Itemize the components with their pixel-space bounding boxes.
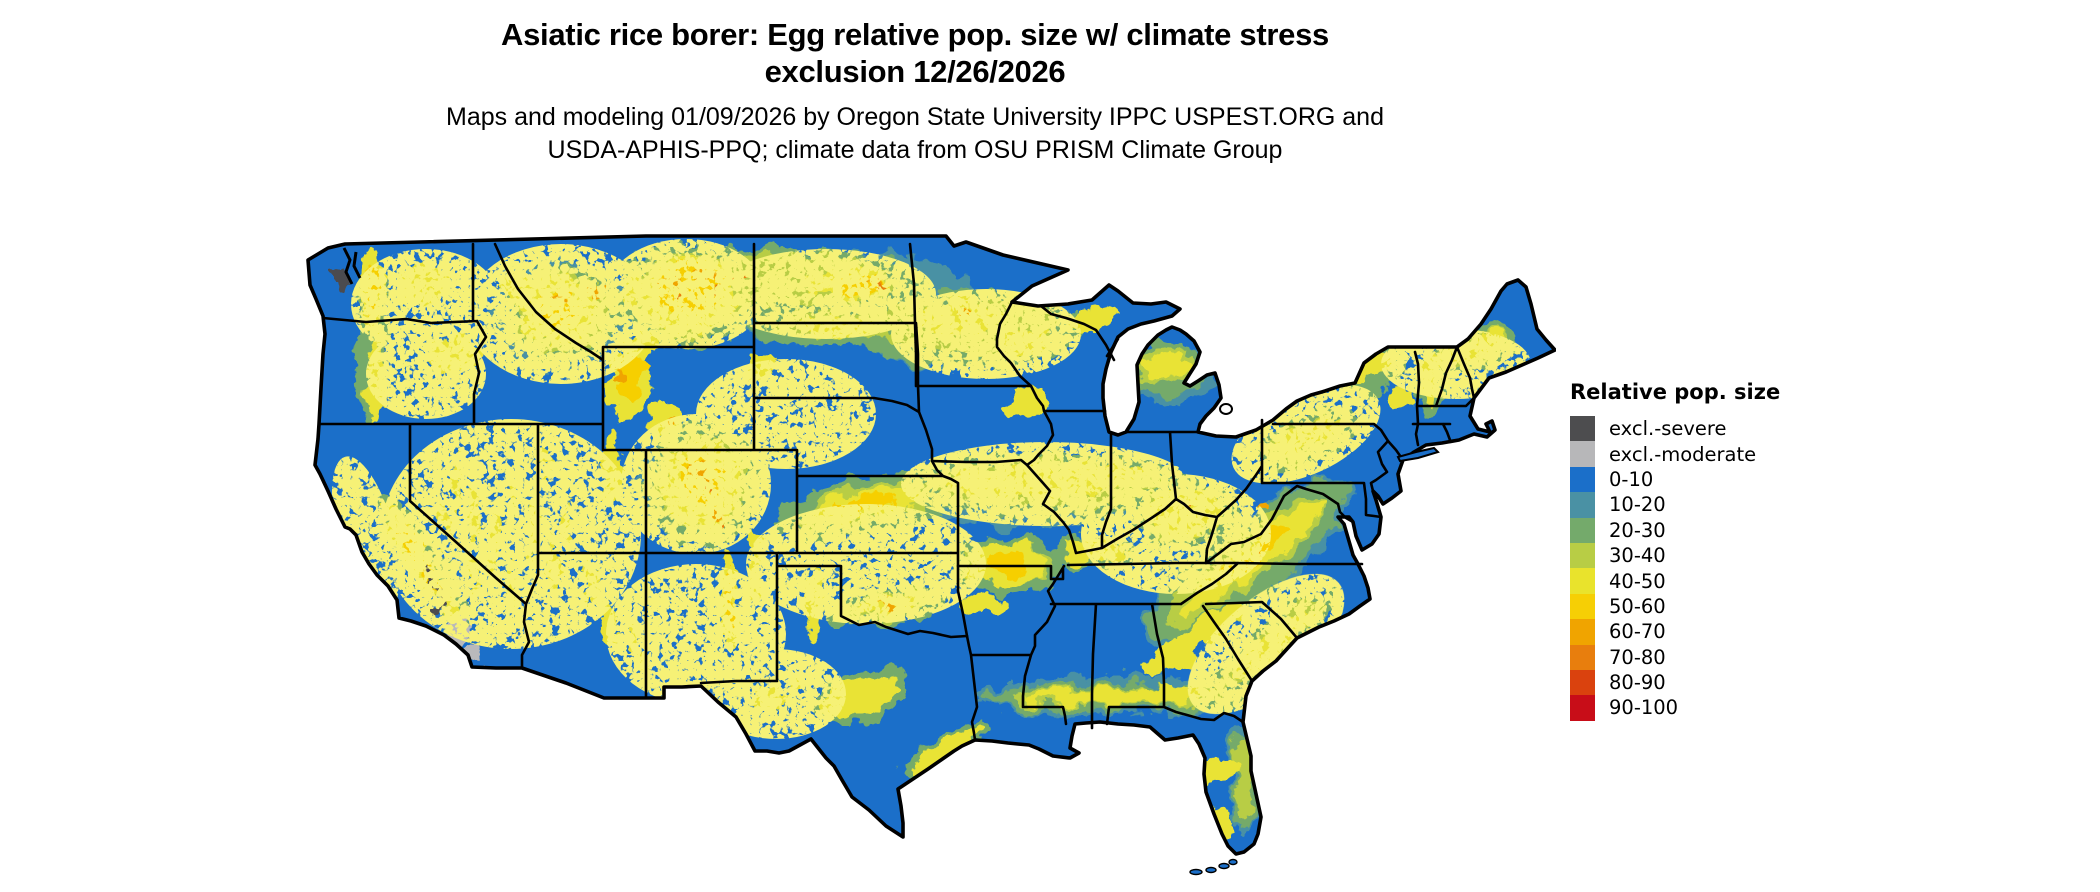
- legend-swatch: [1570, 492, 1595, 518]
- lake-st-clair: [1219, 403, 1233, 415]
- legend-swatch: [1570, 466, 1595, 493]
- state-borders-northeast: [1271, 345, 1476, 524]
- legend-item: excl.-severe: [1570, 416, 1780, 442]
- legend-item: 30-40: [1570, 542, 1780, 569]
- legend-swatch: [1570, 644, 1595, 670]
- page-subtitle: Maps and modeling 01/09/2026 by Oregon S…: [0, 101, 1830, 167]
- long-island: [1396, 446, 1440, 463]
- legend-label: excl.-moderate: [1609, 442, 1757, 466]
- florida-keys: [1189, 858, 1238, 876]
- state-borders: [317, 242, 1476, 742]
- legend-swatch: [1570, 695, 1595, 721]
- legend-item: 20-30: [1570, 517, 1780, 543]
- page-subtitle-line1: Maps and modeling 01/09/2026 by Oregon S…: [446, 103, 1384, 131]
- legend-item: 40-50: [1570, 568, 1780, 594]
- state-borders-west: [317, 242, 1033, 700]
- legend-label: 0-10: [1609, 467, 1654, 491]
- state-borders-south: [956, 561, 1364, 742]
- legend-label: 70-80: [1609, 645, 1666, 669]
- legend-item: 70-80: [1570, 644, 1780, 670]
- legend-label: 50-60: [1609, 594, 1666, 618]
- legend-label: 90-100: [1609, 696, 1679, 720]
- legend-label: 40-50: [1609, 569, 1666, 593]
- legend-items: excl.-severe excl.-moderate 0-10 10-20 20-30…: [1570, 416, 1780, 721]
- legend-swatch: [1570, 619, 1595, 645]
- raster-layer: [308, 236, 1555, 854]
- legend-label: excl.-severe: [1609, 417, 1727, 441]
- legend-item: excl.-moderate: [1570, 441, 1780, 467]
- header: Asiatic rice borer: Egg relative pop. si…: [0, 16, 1830, 167]
- legend-swatch: [1570, 669, 1595, 696]
- page-title-line1: Asiatic rice borer: Egg relative pop. si…: [501, 17, 1329, 52]
- page-title-line2: exclusion 12/26/2026: [764, 54, 1066, 89]
- puget-sound-detail: [342, 247, 362, 285]
- legend-label: 10-20: [1609, 493, 1666, 517]
- legend-item: 50-60: [1570, 593, 1780, 620]
- legend-label: 30-40: [1609, 544, 1666, 568]
- us-map-svg: [306, 234, 1557, 876]
- terrain-speckle: [331, 239, 1531, 739]
- legend-item: 80-90: [1570, 669, 1780, 696]
- legend-label: 20-30: [1609, 518, 1666, 542]
- legend-label: 80-90: [1609, 671, 1666, 695]
- legend-item: 90-100: [1570, 695, 1780, 721]
- page-subtitle-line2: USDA-APHIS-PPQ; climate data from OSU PR…: [547, 136, 1283, 164]
- legend-item: 0-10: [1570, 466, 1780, 493]
- state-borders-midwest: [930, 300, 1383, 565]
- map-legend: Relative pop. size excl.-severe excl.-mod…: [1570, 380, 1780, 721]
- page-title: Asiatic rice borer: Egg relative pop. si…: [0, 16, 1830, 90]
- legend-swatch: [1570, 441, 1595, 467]
- legend-swatch: [1570, 517, 1595, 543]
- legend-item: 60-70: [1570, 619, 1780, 645]
- legend-swatch: [1570, 416, 1595, 442]
- legend-item: 10-20: [1570, 492, 1780, 518]
- legend-swatch: [1570, 593, 1595, 620]
- offshore-islands: [1189, 403, 1440, 876]
- legend-swatch: [1570, 542, 1595, 569]
- us-map: [306, 234, 1557, 884]
- legend-swatch: [1570, 568, 1595, 594]
- legend-label: 60-70: [1609, 620, 1666, 644]
- legend-title: Relative pop. size: [1570, 380, 1781, 404]
